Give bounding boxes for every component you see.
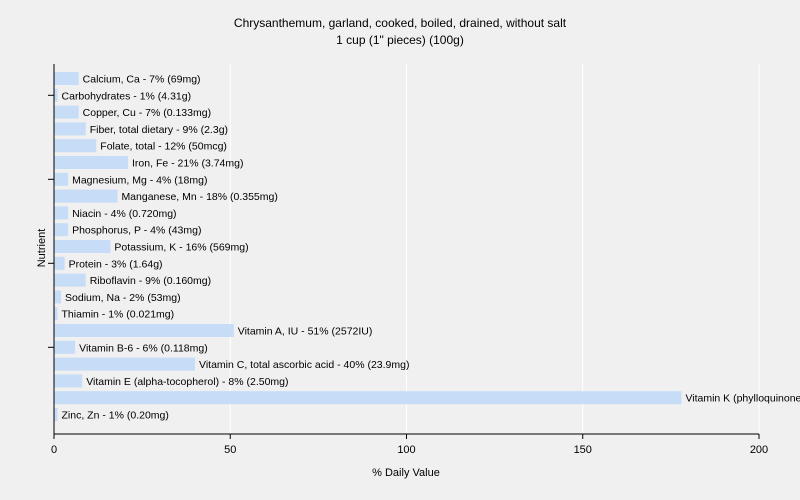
bar	[54, 139, 97, 153]
bar	[54, 105, 79, 119]
x-tick-label: 0	[51, 444, 57, 456]
x-tick-label: 200	[750, 444, 768, 456]
bar-label: Iron, Fe - 21% (3.74mg)	[132, 158, 243, 170]
x-tick-label: 100	[397, 444, 415, 456]
bar	[54, 240, 111, 253]
bar	[54, 223, 69, 237]
bar-label: Zinc, Zn - 1% (0.20mg)	[62, 410, 169, 422]
bar	[54, 307, 58, 321]
bar-label: Phosphorus, P - 4% (43mg)	[72, 225, 201, 237]
bar-label: Vitamin E (alpha-tocopherol) - 8% (2.50m…	[86, 376, 288, 388]
x-tick-label: 50	[224, 444, 236, 456]
bar	[54, 391, 682, 405]
bar-label: Vitamin A, IU - 51% (2572IU)	[238, 326, 373, 338]
bar-label: Magnesium, Mg - 4% (18mg)	[72, 174, 207, 186]
bar	[54, 172, 69, 186]
x-axis-label: % Daily Value	[372, 467, 440, 479]
bar	[54, 290, 62, 304]
chart-title: Chrysanthemum, garland, cooked, boiled, …	[234, 16, 567, 30]
bar-labels: Calcium, Ca - 7% (69mg) Carbohydrates - 1…	[62, 74, 800, 422]
bar-label: Niacin - 4% (0.720mg)	[72, 208, 176, 220]
bar-label: Protein - 3% (1.64g)	[69, 258, 163, 270]
bar-label: Fiber, total dietary - 9% (2.3g)	[90, 124, 228, 136]
bar	[54, 340, 76, 354]
bar-label: Carbohydrates - 1% (4.31g)	[62, 90, 192, 102]
bar	[54, 256, 65, 270]
bar-label: Vitamin K (phylloquinone) - 178% (142.7m…	[685, 393, 800, 405]
bar	[54, 88, 58, 102]
bar	[54, 374, 83, 388]
bar-label: Calcium, Ca - 7% (69mg)	[83, 74, 201, 86]
bar	[54, 189, 118, 203]
bar-label: Manganese, Mn - 18% (0.355mg)	[121, 191, 277, 203]
bar	[54, 206, 69, 220]
bars	[54, 72, 682, 421]
bar-label: Potassium, K - 16% (569mg)	[114, 242, 248, 254]
gridlines	[229, 64, 760, 434]
bar-label: Copper, Cu - 7% (0.133mg)	[83, 107, 211, 119]
bar	[54, 72, 79, 85]
bar	[54, 156, 129, 169]
bar-label: Vitamin B-6 - 6% (0.118mg)	[79, 342, 208, 354]
x-tick-labels: 0 50 100 150 200	[51, 444, 768, 456]
bar	[54, 357, 195, 371]
bar	[54, 122, 86, 136]
bar-label: Riboflavin - 9% (0.160mg)	[90, 275, 211, 287]
bar-label: Thiamin - 1% (0.021mg)	[62, 309, 175, 321]
bar	[54, 408, 58, 421]
y-axis-label: Nutrient	[36, 229, 48, 268]
bar	[54, 324, 234, 337]
bar-label: Folate, total - 12% (50mcg)	[100, 141, 227, 153]
bar-label: Sodium, Na - 2% (53mg)	[65, 292, 181, 304]
bar-label: Vitamin C, total ascorbic acid - 40% (23…	[199, 359, 409, 371]
chart-subtitle: 1 cup (1" pieces) (100g)	[336, 33, 464, 47]
bar	[54, 273, 86, 287]
axes	[48, 64, 760, 439]
x-tick-label: 150	[574, 444, 592, 456]
